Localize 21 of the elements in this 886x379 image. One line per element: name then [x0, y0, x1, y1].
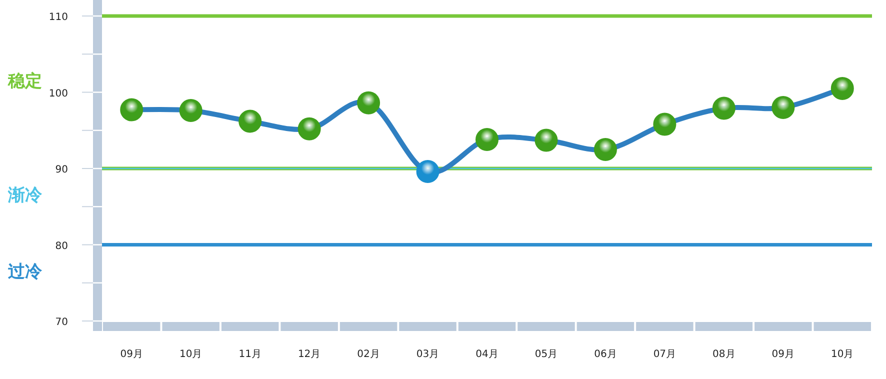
y-tick-label: 90 [55, 164, 68, 176]
y-tick-label: 110 [48, 12, 68, 23]
x-tick-label: 11月 [238, 349, 262, 360]
y-tick-label: 100 [48, 88, 68, 100]
x-tick-label: 09月 [120, 349, 143, 360]
x-tick-label: 04月 [476, 349, 498, 360]
x-tick-label: 10月 [831, 349, 854, 360]
x-tick-label: 09月 [772, 349, 795, 360]
text: 渐冷 [7, 186, 43, 206]
x-tick-label: 06月 [594, 349, 617, 360]
x-tick-label: 12月 [298, 349, 321, 360]
text: 稳定 [7, 71, 42, 92]
x-tick-label: 02月 [357, 349, 380, 360]
y-tick-label: 80 [55, 240, 68, 252]
y-tick-label: 70 [55, 317, 68, 328]
x-tick-label: 05月 [534, 349, 558, 360]
x-tick-label: 10月 [179, 349, 202, 360]
text: 过冷 [7, 262, 43, 282]
x-tick-label: 08月 [712, 349, 736, 360]
x-tick-label: 03月 [416, 349, 440, 360]
x-tick-label: 07月 [653, 349, 676, 360]
